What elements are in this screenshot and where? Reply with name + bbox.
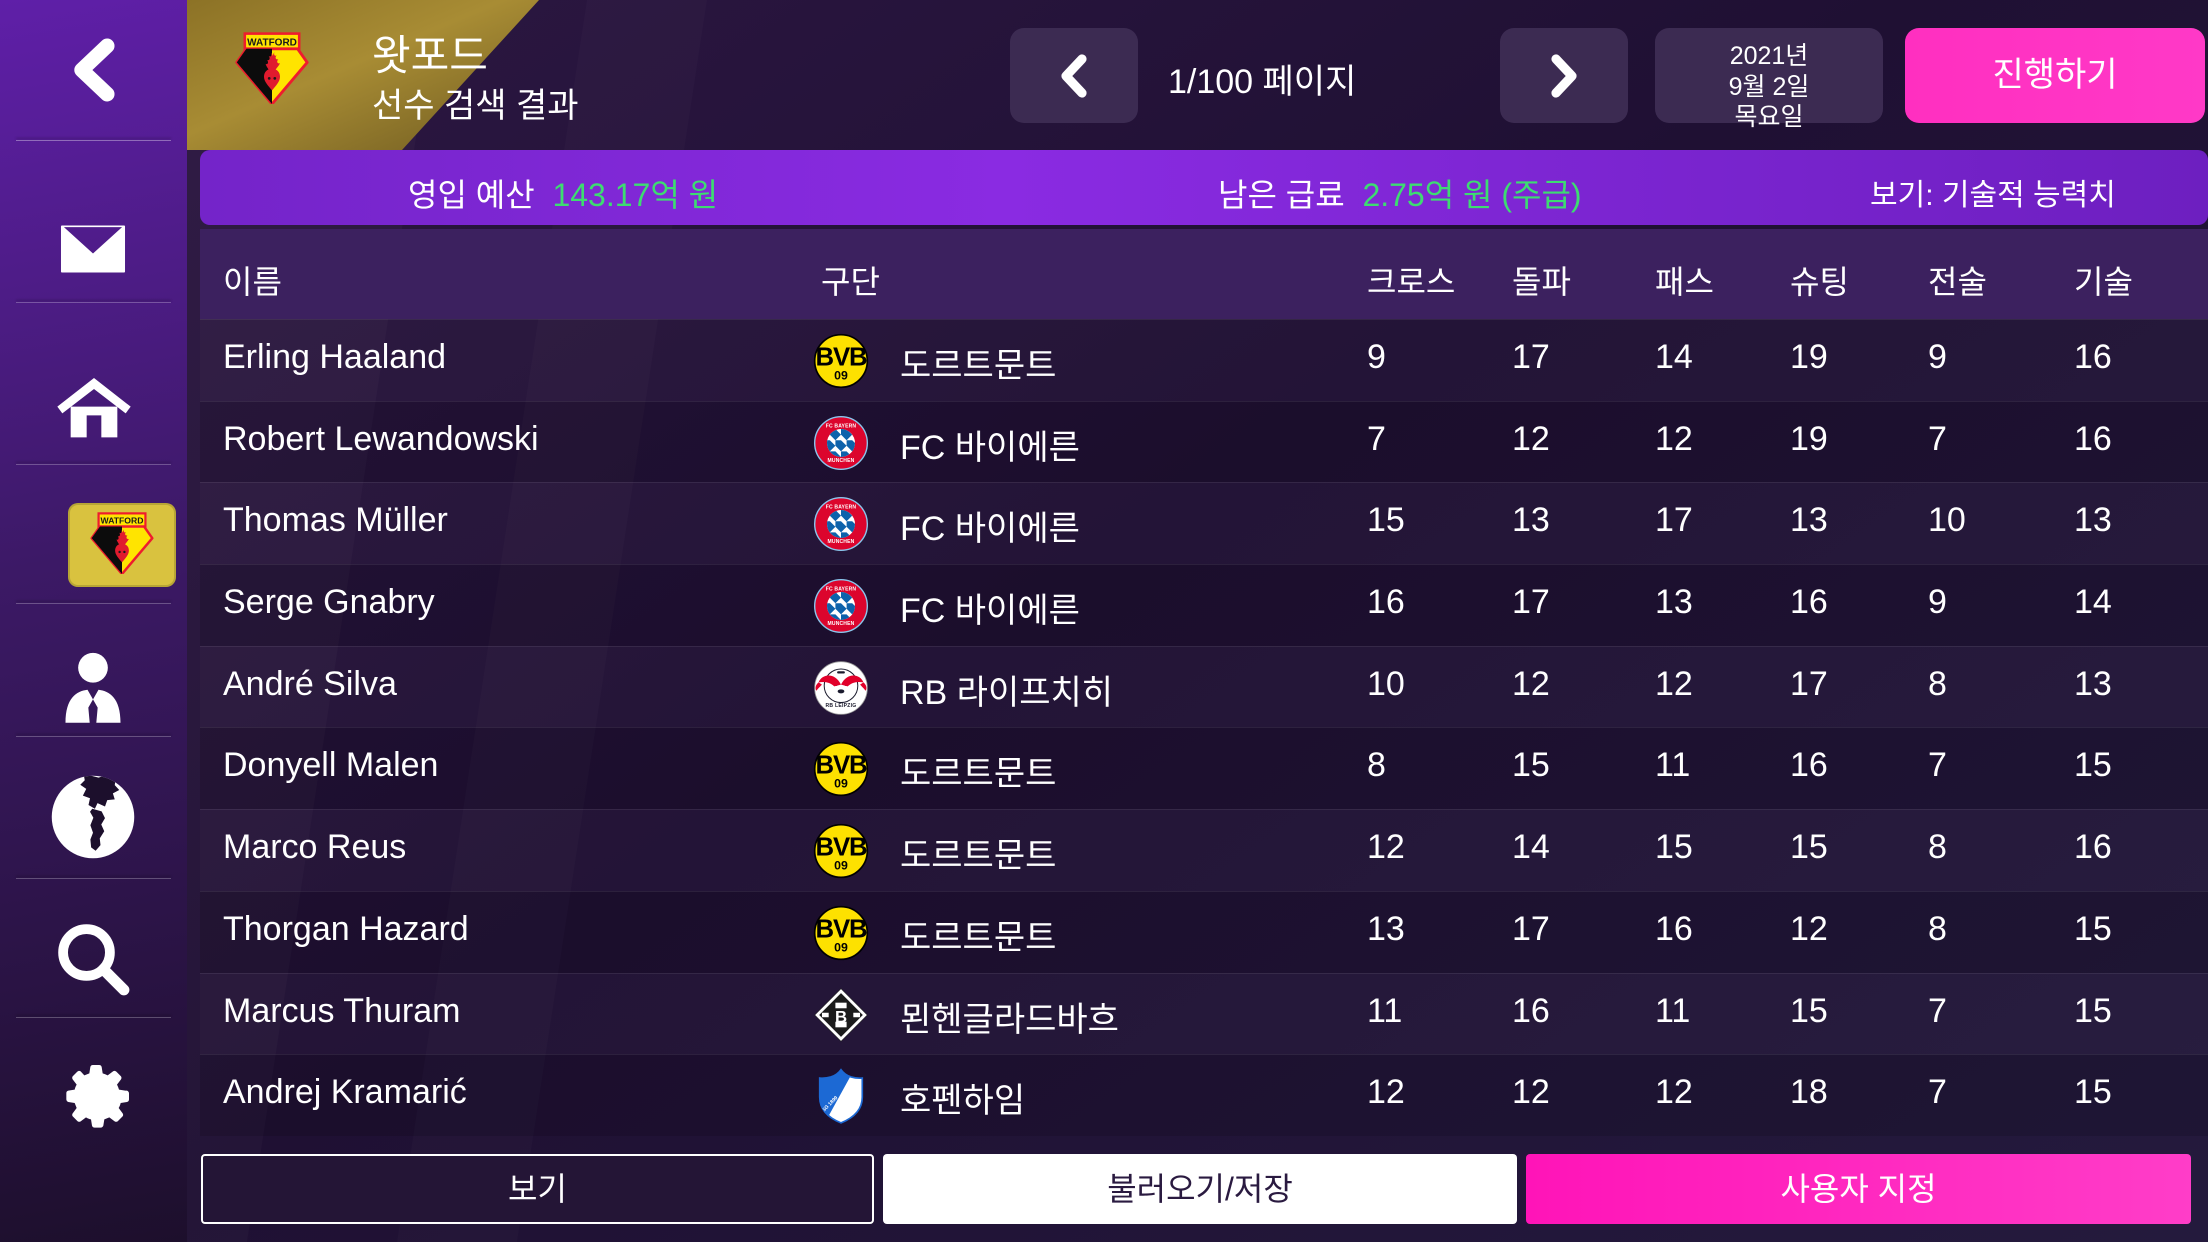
svg-text:MUNCHEN: MUNCHEN <box>828 621 855 627</box>
svg-text:09: 09 <box>834 859 848 873</box>
svg-text:BVB: BVB <box>815 915 867 943</box>
svg-text:MUNCHEN: MUNCHEN <box>828 539 855 545</box>
svg-text:FC BAYERN: FC BAYERN <box>826 505 857 511</box>
svg-text:FC BAYERN: FC BAYERN <box>826 423 857 429</box>
svg-text:BVB: BVB <box>815 834 867 862</box>
svg-text:MUNCHEN: MUNCHEN <box>828 458 855 464</box>
svg-text:BVB: BVB <box>815 343 867 371</box>
svg-text:BVB: BVB <box>815 752 867 780</box>
svg-text:09: 09 <box>834 368 848 382</box>
svg-text:09: 09 <box>834 777 848 791</box>
svg-text:RB LEIPZIG: RB LEIPZIG <box>825 703 856 709</box>
svg-text:FC BAYERN: FC BAYERN <box>826 586 857 592</box>
svg-text:09: 09 <box>834 940 848 954</box>
svg-text:B: B <box>835 1007 847 1026</box>
svg-text:WATFORD: WATFORD <box>101 516 144 526</box>
svg-text:WATFORD: WATFORD <box>247 38 297 49</box>
